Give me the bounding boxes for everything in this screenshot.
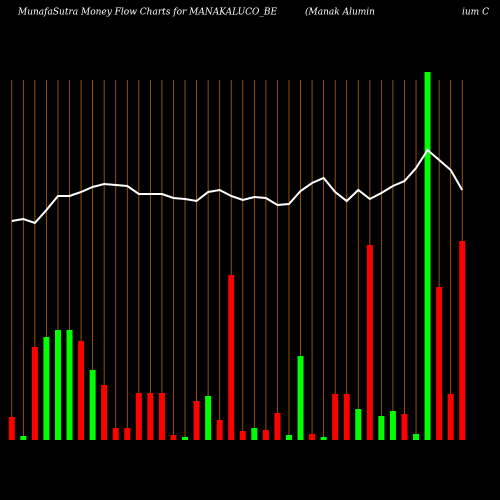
bar	[205, 396, 212, 440]
bar	[8, 417, 15, 440]
bar	[228, 275, 235, 440]
bar	[216, 420, 223, 440]
bar	[135, 393, 142, 440]
money-flow-line	[11, 148, 464, 225]
bar	[343, 394, 350, 440]
chart-title: MunafaSutra Money Flow Charts for MANAKA…	[17, 8, 278, 18]
bar	[389, 411, 396, 440]
bar	[239, 431, 246, 440]
chart-subtitle: (Manak Alumin	[305, 7, 375, 18]
bar	[101, 385, 108, 440]
bar	[285, 435, 292, 440]
bar	[309, 434, 316, 440]
bar	[170, 435, 177, 440]
bar	[355, 409, 362, 440]
bar	[193, 401, 200, 440]
bar	[158, 393, 165, 440]
bar	[54, 330, 61, 440]
bar	[43, 337, 50, 440]
bar	[124, 428, 131, 440]
bar	[366, 245, 373, 440]
bar	[332, 394, 339, 440]
bar	[262, 430, 269, 440]
bar	[274, 413, 281, 440]
bar	[378, 416, 385, 440]
bar	[31, 347, 38, 440]
bar	[413, 434, 420, 440]
bar	[447, 394, 454, 440]
bar	[78, 341, 85, 440]
bar	[251, 428, 258, 440]
bar	[459, 241, 466, 440]
bar	[436, 287, 443, 440]
bar	[320, 437, 327, 440]
bar	[20, 436, 27, 440]
bar	[401, 414, 408, 440]
bar	[424, 72, 431, 440]
chart-subtitle: ium C	[462, 8, 489, 18]
bar	[147, 393, 154, 440]
bar	[66, 330, 73, 440]
bar	[112, 428, 119, 440]
bar	[297, 356, 304, 440]
bar	[89, 370, 96, 440]
bar	[182, 437, 189, 440]
